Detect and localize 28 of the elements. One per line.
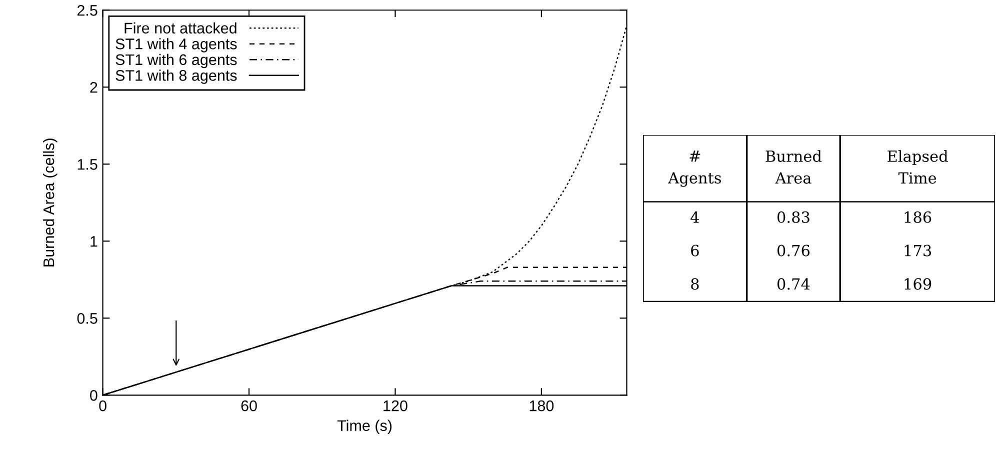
y-tick-label: 1.5	[78, 159, 98, 170]
x-tick-label: 60	[241, 400, 257, 412]
y-axis-title: Burned Area (cells)	[43, 138, 58, 266]
y-tick-label: 0	[90, 390, 98, 401]
legend-label: ST1 with 4 agents	[116, 38, 237, 52]
legend-label: Fire not attacked	[124, 22, 236, 34]
text: 186	[904, 211, 932, 223]
x-tick-label: 120	[384, 400, 408, 412]
text: 0.76	[777, 244, 810, 256]
y-tick-label: 0.5	[77, 313, 98, 324]
text: 6	[691, 244, 699, 256]
x-tick-label: 180	[530, 400, 554, 412]
text: Burned Area	[766, 150, 822, 184]
legend-label: ST1 with 6 agents	[116, 54, 237, 68]
x-tick-label: 0	[99, 400, 106, 412]
text: 8	[691, 278, 699, 290]
text: Elapsed Time	[888, 150, 948, 184]
text: 4	[690, 211, 700, 223]
y-tick-label: 2.5	[77, 4, 98, 16]
y-tick-label: 1	[90, 236, 98, 247]
text: 169	[904, 278, 932, 290]
text: 0.83	[777, 211, 810, 223]
text: # Agents	[668, 150, 721, 187]
legend-label: ST1 with 8 agents	[116, 70, 237, 84]
text: 0.74	[777, 278, 810, 290]
text: 173	[904, 244, 932, 256]
y-tick-label: 2	[90, 82, 98, 93]
x-axis-title: Time (s)	[337, 420, 392, 434]
